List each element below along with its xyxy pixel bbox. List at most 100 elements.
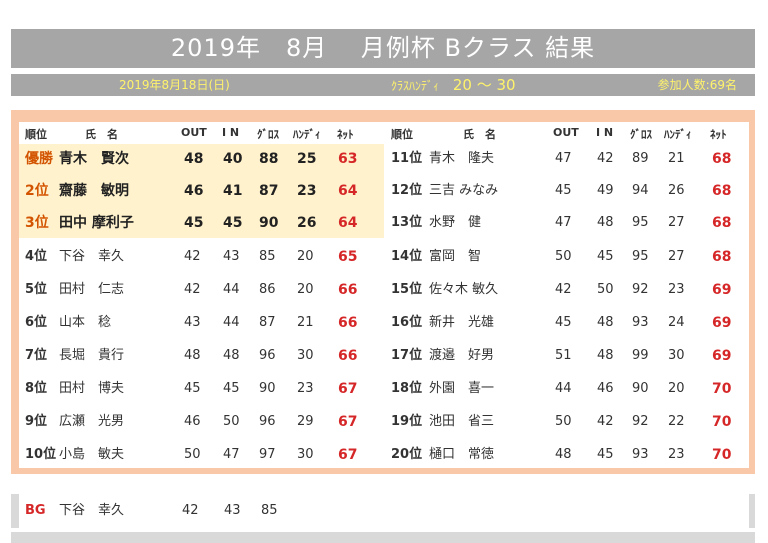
table-row: 7位 長堀 貴行 48 48 96 30 66 <box>19 345 381 367</box>
table-row: 16位 新井 光雄 45 48 93 24 69 <box>387 312 749 334</box>
table-row: 優勝 青木 賢次 48 40 88 25 63 <box>19 148 381 170</box>
cell-in: 45 <box>597 249 614 264</box>
cell-gross: 94 <box>632 183 649 198</box>
cell-net: 69 <box>712 348 732 364</box>
cell-gross: 90 <box>259 381 276 396</box>
cell-net: 67 <box>338 381 358 397</box>
table-row: 8位 田村 博夫 45 45 90 23 67 <box>19 378 381 400</box>
cell-net: 64 <box>338 183 358 199</box>
cell-out: 42 <box>184 249 201 264</box>
cell-in: 50 <box>223 414 240 429</box>
cell-out: 47 <box>555 215 572 230</box>
table-row: 20位 樋口 常徳 48 45 93 23 70 <box>387 444 749 466</box>
cell-out: 48 <box>555 447 572 462</box>
cell-handi: 20 <box>297 249 314 264</box>
cell-out: 47 <box>555 151 572 166</box>
cell-net: 70 <box>712 414 732 430</box>
best-gross-out: 42 <box>182 503 199 518</box>
cell-gross: 96 <box>259 348 276 363</box>
header-handi: ﾊﾝﾃﾞｨ <box>664 128 692 141</box>
results-panel: 順位 氏 名 OUT I N ｸﾞﾛｽ ﾊﾝﾃﾞｨ ﾈｯﾄ 順位 氏 名 OUT… <box>11 110 755 474</box>
best-gross-in: 43 <box>224 503 241 518</box>
table-header-right: 順位 氏 名 OUT I N ｸﾞﾛｽ ﾊﾝﾃﾞｨ ﾈｯﾄ <box>387 126 749 142</box>
cell-out: 50 <box>184 447 201 462</box>
header-net: ﾈｯﾄ <box>710 128 727 141</box>
cell-net: 63 <box>338 151 358 167</box>
cell-in: 50 <box>597 282 614 297</box>
participant-count: 参加人数:69名 <box>657 78 737 92</box>
header-gross: ｸﾞﾛｽ <box>257 128 279 141</box>
best-gross-name: 下谷 幸久 <box>59 503 125 518</box>
header-rank: 順位 <box>391 128 413 141</box>
results-table: 順位 氏 名 OUT I N ｸﾞﾛｽ ﾊﾝﾃﾞｨ ﾈｯﾄ 順位 氏 名 OUT… <box>19 122 749 468</box>
cell-handi: 27 <box>668 249 685 264</box>
cell-gross: 93 <box>632 447 649 462</box>
cell-in: 42 <box>597 414 614 429</box>
best-gross-label: BG <box>25 503 46 518</box>
cell-handi: 22 <box>668 414 685 429</box>
cell-out: 48 <box>184 348 201 363</box>
cell-net: 65 <box>338 249 358 265</box>
bottom-strip <box>11 532 755 543</box>
cell-handi: 30 <box>668 348 685 363</box>
best-gross-bar: BG 下谷 幸久 42 43 85 <box>11 494 755 528</box>
cell-name: 池田 省三 <box>429 414 495 429</box>
header-in: I N <box>222 126 240 139</box>
cell-gross: 89 <box>632 151 649 166</box>
cell-handi: 23 <box>668 447 685 462</box>
cell-name: 富岡 智 <box>429 249 482 264</box>
cell-out: 45 <box>184 215 204 231</box>
handicap-range: 20 ～ 30 <box>452 76 516 94</box>
cell-gross: 96 <box>259 414 276 429</box>
cell-handi: 26 <box>297 215 317 231</box>
cell-handi: 21 <box>668 151 685 166</box>
class-handicap: ｸﾗｽﾊﾝﾃﾞｨ 20 ～ 30 <box>391 74 516 97</box>
header-out: OUT <box>553 126 579 139</box>
cell-gross: 85 <box>259 249 276 264</box>
cell-net: 69 <box>712 315 732 331</box>
cell-rank: 3位 <box>25 215 49 231</box>
cell-gross: 87 <box>259 315 276 330</box>
cell-name: 長堀 貴行 <box>59 348 125 363</box>
cell-net: 67 <box>338 414 358 430</box>
table-row: 14位 富岡 智 50 45 95 27 68 <box>387 246 749 268</box>
table-row: 5位 田村 仁志 42 44 86 20 66 <box>19 279 381 301</box>
cell-net: 64 <box>338 215 358 231</box>
header-gross: ｸﾞﾛｽ <box>630 128 652 141</box>
cell-name: 齋藤 敏明 <box>59 183 129 199</box>
cell-handi: 30 <box>297 447 314 462</box>
cell-rank: 19位 <box>391 414 423 429</box>
table-row: 18位 外園 喜一 44 46 90 20 70 <box>387 378 749 400</box>
cell-handi: 20 <box>297 282 314 297</box>
cell-out: 46 <box>184 414 201 429</box>
cell-out: 50 <box>555 249 572 264</box>
cell-gross: 93 <box>632 315 649 330</box>
cell-rank: 7位 <box>25 348 48 363</box>
header-handi: ﾊﾝﾃﾞｨ <box>293 128 321 141</box>
cell-in: 44 <box>223 282 240 297</box>
cell-rank: 12位 <box>391 183 423 198</box>
cell-out: 45 <box>555 183 572 198</box>
cell-rank: 4位 <box>25 249 48 264</box>
cell-name: 水野 健 <box>429 215 482 230</box>
info-bar: 2019年8月18日(日) ｸﾗｽﾊﾝﾃﾞｨ 20 ～ 30 参加人数:69名 <box>11 74 755 96</box>
cell-handi: 23 <box>297 183 317 199</box>
cell-name: 小島 敏夫 <box>59 447 125 462</box>
cell-out: 51 <box>555 348 572 363</box>
table-row: 10位 小島 敏夫 50 47 97 30 67 <box>19 444 381 466</box>
cell-in: 45 <box>223 215 243 231</box>
table-row: 4位 下谷 幸久 42 43 85 20 65 <box>19 246 381 268</box>
cell-handi: 27 <box>668 215 685 230</box>
cell-net: 66 <box>338 282 358 298</box>
table-header-left: 順位 氏 名 OUT I N ｸﾞﾛｽ ﾊﾝﾃﾞｨ ﾈｯﾄ <box>19 126 384 142</box>
cell-rank: 17位 <box>391 348 423 363</box>
cell-net: 66 <box>338 348 358 364</box>
table-row: 2位 齋藤 敏明 46 41 87 23 64 <box>19 180 381 202</box>
cell-rank: 18位 <box>391 381 423 396</box>
cell-name: 田村 仁志 <box>59 282 125 297</box>
table-row: 13位 水野 健 47 48 95 27 68 <box>387 212 749 234</box>
top3-highlight <box>19 144 384 238</box>
event-date: 2019年8月18日(日) <box>119 78 230 92</box>
cell-net: 68 <box>712 215 732 231</box>
table-row: 3位 田中 摩利子 45 45 90 26 64 <box>19 212 381 234</box>
